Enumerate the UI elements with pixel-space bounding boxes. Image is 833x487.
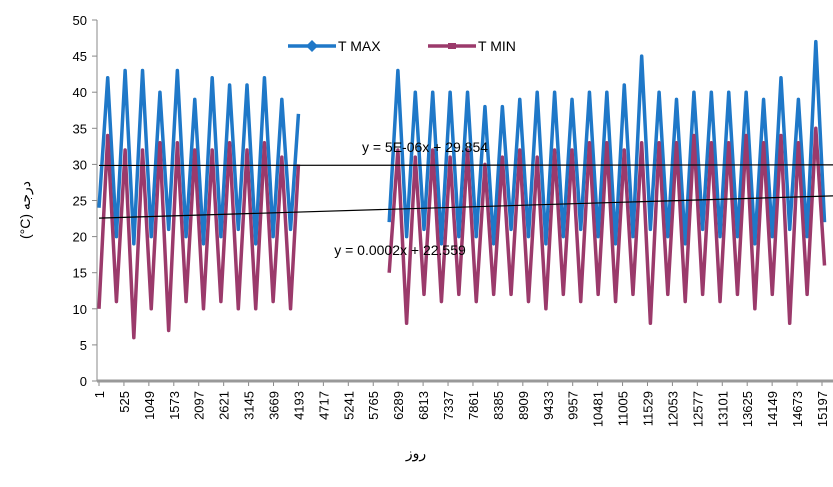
- x-tick-label: 5241: [341, 391, 356, 420]
- x-tick-label: 8385: [491, 391, 506, 420]
- y-tick-label: 45: [73, 49, 87, 64]
- trendline-label: y = 5E-06x + 29.854: [362, 139, 488, 155]
- x-tick-label: 1049: [142, 391, 157, 420]
- x-tick-label: 2097: [192, 391, 207, 420]
- x-tick-label: 4193: [291, 391, 306, 420]
- x-tick-label: 13101: [715, 391, 730, 427]
- x-tick-label: 2621: [217, 391, 232, 420]
- x-tick-label: 3669: [267, 391, 282, 420]
- legend-marker: [448, 43, 456, 49]
- y-tick-label: 10: [73, 302, 87, 317]
- x-tick-label: 12053: [665, 391, 680, 427]
- x-axis-label: روز: [405, 445, 426, 462]
- legend-marker: [306, 40, 318, 52]
- y-tick-label: 5: [80, 338, 87, 353]
- x-tick-label: 3145: [242, 391, 257, 420]
- x-tick-label: 1573: [167, 391, 182, 420]
- x-tick-label: 13625: [740, 391, 755, 427]
- y-tick-label: 40: [73, 85, 87, 100]
- x-tick-label: 6813: [416, 391, 431, 420]
- x-tick-label: 1: [92, 391, 107, 398]
- y-tick-label: 50: [73, 13, 87, 28]
- x-tick-label: 12577: [690, 391, 705, 427]
- x-tick-label: 9957: [566, 391, 581, 420]
- x-tick-label: 7861: [466, 391, 481, 420]
- series-line: [97, 68, 301, 246]
- y-tick-label: 30: [73, 157, 87, 172]
- y-tick-label: 20: [73, 230, 87, 245]
- legend-label: T MIN: [478, 38, 516, 54]
- x-tick-label: 14673: [790, 391, 805, 427]
- series-line: [97, 133, 301, 340]
- x-tick-label: 14149: [765, 391, 780, 427]
- trendline: [98, 195, 833, 219]
- x-tick-label: 15197: [815, 391, 830, 427]
- series-line: [387, 39, 827, 246]
- y-axis-label: (°C) درجه: [17, 181, 34, 239]
- x-tick-label: 4717: [316, 391, 331, 420]
- x-tick-label: 5765: [366, 391, 381, 420]
- series-line: [387, 126, 827, 325]
- y-tick-label: 25: [73, 194, 87, 209]
- x-tick-label: 525: [117, 391, 132, 413]
- x-tick-label: 11529: [640, 391, 655, 426]
- x-tick-label: 8909: [516, 391, 531, 420]
- x-tick-label: 6289: [391, 391, 406, 420]
- x-tick-label: 11005: [616, 391, 631, 426]
- y-tick-label: 0: [80, 374, 87, 389]
- y-tick-label: 35: [73, 121, 87, 136]
- y-tick-label: 15: [73, 266, 87, 281]
- x-tick-label: 9433: [541, 391, 556, 420]
- x-tick-label: 7337: [441, 391, 456, 420]
- trendline: [98, 164, 833, 167]
- legend-label: T MAX: [338, 38, 381, 54]
- x-tick-label: 10481: [591, 391, 606, 427]
- trendline-label: y = 0.0002x + 22.559: [334, 242, 466, 258]
